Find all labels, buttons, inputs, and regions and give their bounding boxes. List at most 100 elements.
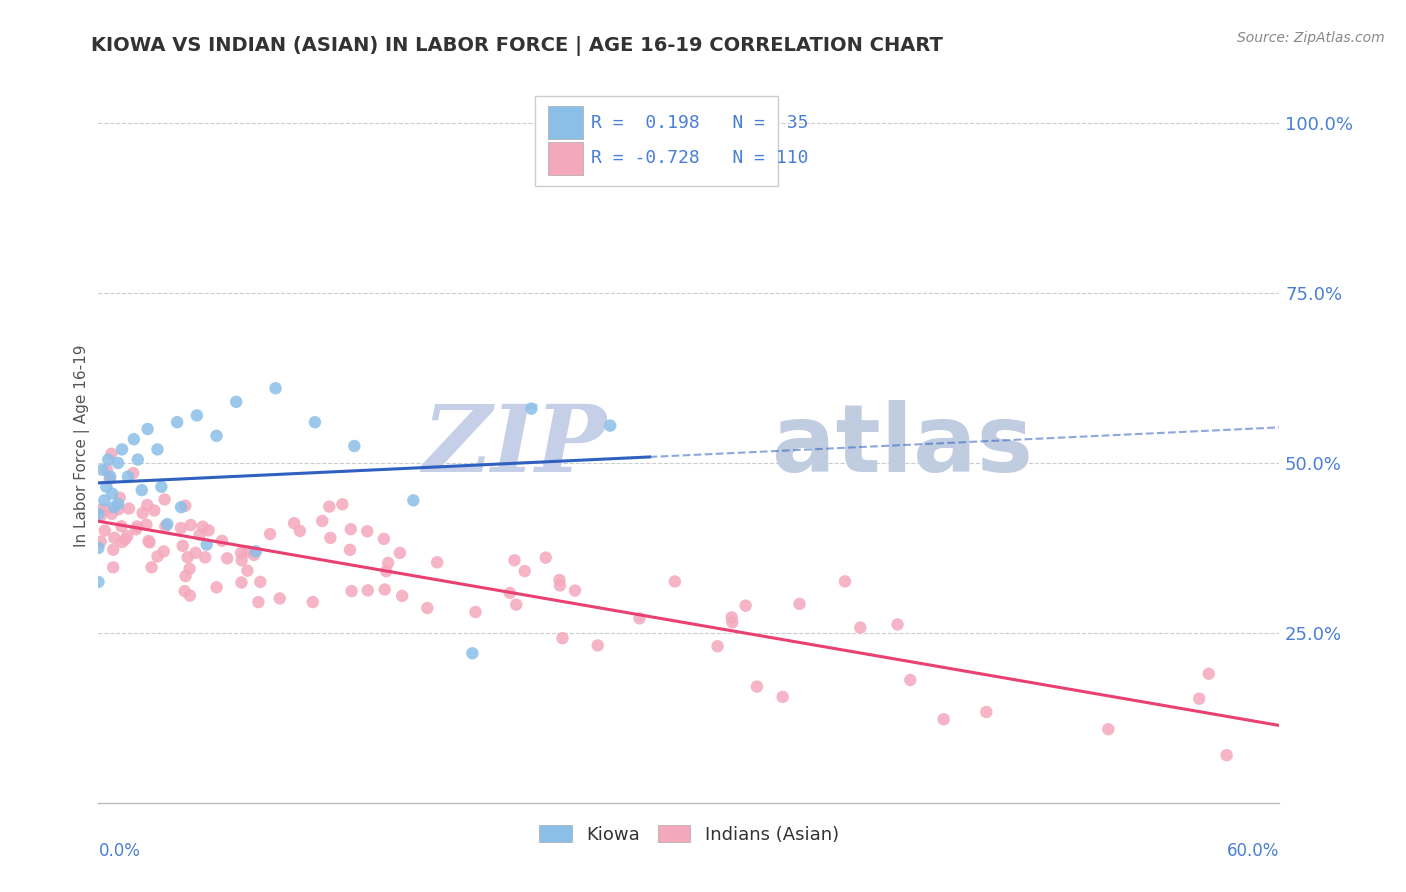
Point [131,483,153,498]
Point [179,562,201,576]
Point [599,418,621,433]
Point [373,532,395,546]
Point [789,597,811,611]
Point [125,522,148,536]
Point [1188,691,1211,706]
Point [107,497,129,511]
Point [111,442,134,457]
Point [174,569,197,583]
Point [188,528,211,542]
Point [1215,748,1237,763]
Point [101,486,124,500]
Point [96,503,118,517]
Point [332,497,354,511]
Point [231,553,253,567]
Point [127,452,149,467]
Point [108,491,131,505]
Point [304,415,326,429]
Point [110,519,132,533]
Point [103,542,125,557]
Point [245,544,267,558]
Point [122,466,145,480]
Point [96,480,118,494]
Point [249,574,271,589]
Point [745,680,768,694]
Point [402,493,425,508]
Point [89,509,111,524]
Point [176,550,198,565]
Point [343,439,366,453]
Point [834,574,856,589]
Point [138,534,160,549]
Point [103,531,125,545]
Point [388,546,411,560]
Point [548,578,571,592]
Point [464,605,486,619]
Point [720,610,742,624]
Point [772,690,794,704]
Point [91,463,114,477]
Point [90,534,112,549]
Text: R =  0.198   N =  35: R = 0.198 N = 35 [591,114,808,132]
Point [197,524,219,538]
Point [186,409,208,423]
Point [136,422,159,436]
Point [118,501,141,516]
Point [194,550,217,565]
Point [319,531,342,545]
Text: atlas: atlas [772,400,1032,492]
Point [217,551,239,566]
Point [391,589,413,603]
Point [180,518,202,533]
Point [505,598,527,612]
FancyBboxPatch shape [536,96,778,186]
Text: 0.0%: 0.0% [98,842,141,860]
Point [288,524,311,538]
Point [586,639,609,653]
Point [135,517,157,532]
Point [131,506,153,520]
Point [976,705,998,719]
Point [243,548,266,562]
Point [152,544,174,558]
Point [849,621,872,635]
Point [357,583,380,598]
Point [136,498,159,512]
Point [138,535,160,549]
Point [155,519,177,533]
Point [100,507,122,521]
Point [173,584,195,599]
Point [150,480,173,494]
Point [172,539,194,553]
Point [98,472,121,486]
Point [98,469,121,483]
Point [229,546,252,560]
Point [101,560,124,574]
Text: 60.0%: 60.0% [1227,842,1279,860]
Point [374,582,396,597]
Point [340,522,363,536]
Point [100,447,122,461]
Point [153,492,176,507]
Point [87,507,110,521]
Point [143,503,166,517]
Point [311,514,333,528]
Point [205,580,228,594]
Point [107,456,129,470]
Point [886,617,908,632]
Point [117,469,139,483]
Point [87,541,110,555]
Point [664,574,686,589]
Point [1097,723,1119,737]
Point [269,591,291,606]
Point [377,556,399,570]
Point [416,601,439,615]
Point [283,516,305,531]
Point [211,533,233,548]
Y-axis label: In Labor Force | Age 16-19: In Labor Force | Age 16-19 [75,344,90,548]
Point [93,493,115,508]
Point [426,555,449,569]
FancyBboxPatch shape [548,142,582,175]
Point [301,595,323,609]
Point [499,586,522,600]
